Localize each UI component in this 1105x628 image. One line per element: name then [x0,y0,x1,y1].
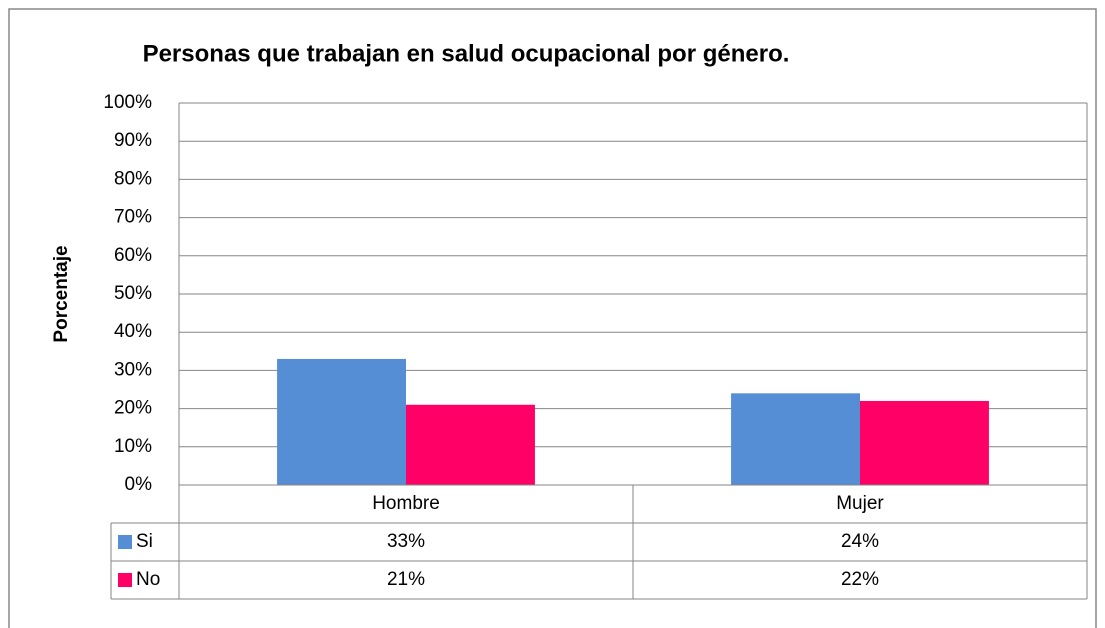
x-tick-label: Hombre [372,493,440,514]
legend-label: Si [136,531,153,552]
legend-swatch [118,535,132,549]
chart-frame [8,8,1097,628]
bar [731,393,860,485]
y-tick-label: 20% [114,398,152,419]
y-tick-label: 50% [114,283,152,304]
y-tick-label: 0% [125,474,153,495]
y-tick-label: 80% [114,168,152,189]
y-tick-label: 70% [114,207,152,228]
table-value: 24% [841,531,879,552]
y-tick-label: 10% [114,436,152,457]
y-tick-label: 30% [114,359,152,380]
chart-title: Personas que trabajan en salud ocupacion… [143,40,790,67]
bar [406,404,535,485]
table-value: 33% [387,531,425,552]
legend-swatch [118,573,132,587]
x-tick-label: Mujer [836,493,884,514]
table-value: 21% [387,569,425,590]
bar [860,400,989,485]
legend-label: No [136,569,160,590]
table-value: 22% [841,569,879,590]
y-axis-title: Porcentaje [51,245,72,342]
y-tick-label: 60% [114,245,152,266]
bar [277,358,406,485]
y-tick-label: 90% [114,130,152,151]
y-tick-label: 40% [114,321,152,342]
y-tick-label: 100% [103,92,152,113]
